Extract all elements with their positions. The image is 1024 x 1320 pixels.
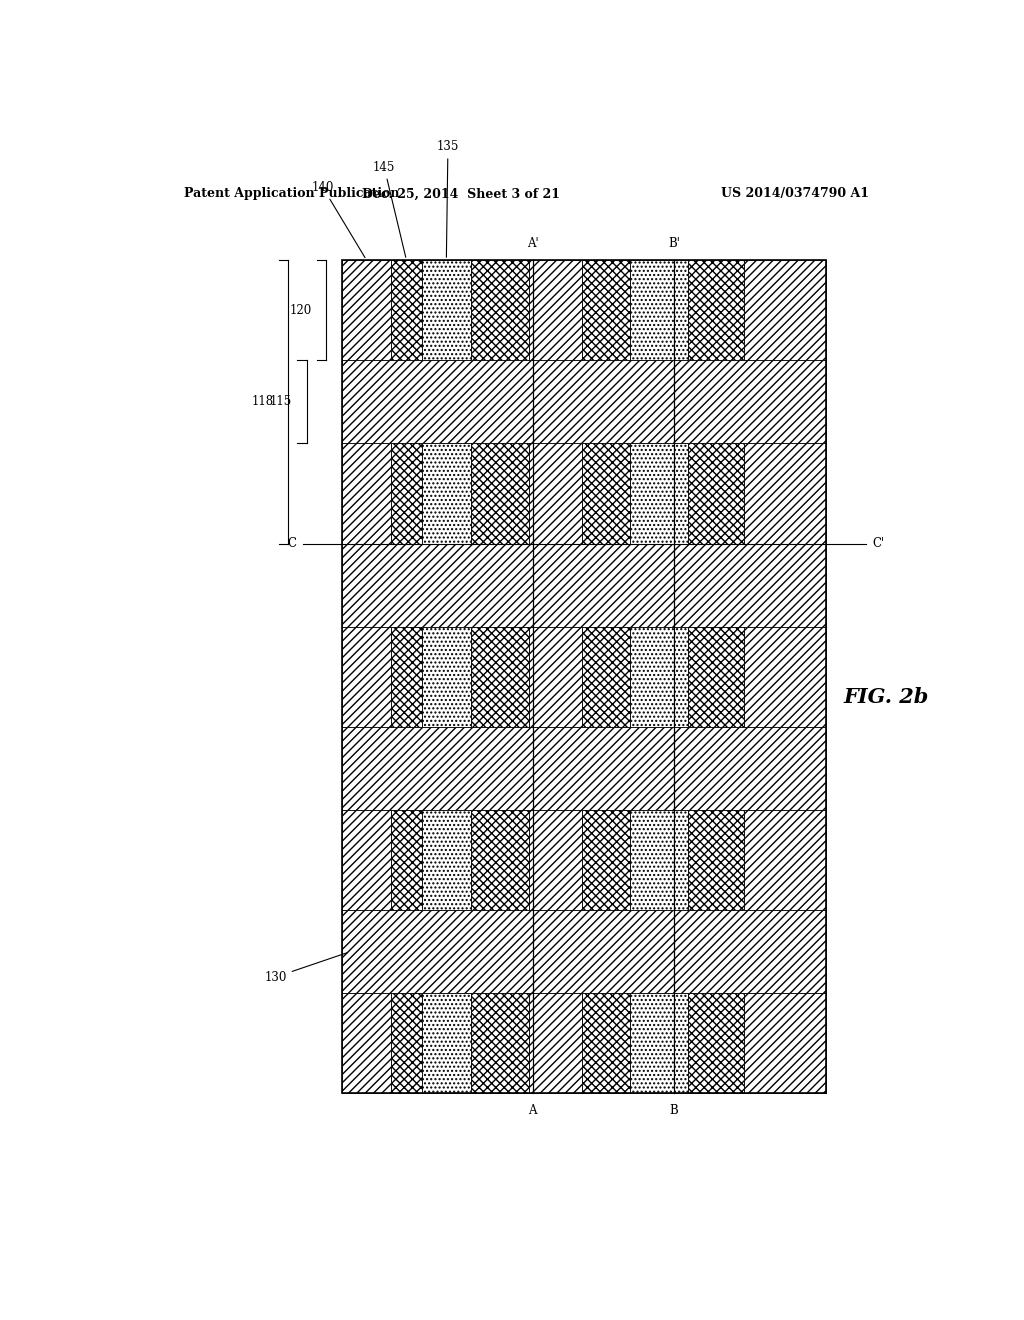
Text: US 2014/0374790 A1: US 2014/0374790 A1: [721, 187, 868, 201]
Text: 130: 130: [264, 953, 347, 983]
Bar: [582, 627, 631, 727]
Bar: [391, 993, 422, 1093]
Bar: [744, 260, 826, 360]
Bar: [688, 260, 744, 360]
Bar: [342, 627, 391, 727]
Bar: [688, 627, 744, 727]
Bar: [631, 810, 688, 911]
Bar: [631, 260, 688, 360]
Text: B': B': [668, 236, 680, 249]
Text: Patent Application Publication: Patent Application Publication: [183, 187, 399, 201]
Bar: [391, 260, 422, 360]
Bar: [342, 260, 826, 1093]
Bar: [471, 260, 528, 360]
Bar: [471, 810, 528, 911]
Bar: [744, 810, 826, 911]
Bar: [744, 993, 826, 1093]
Bar: [391, 810, 422, 911]
Bar: [631, 627, 688, 727]
Bar: [471, 444, 528, 544]
Bar: [471, 993, 528, 1093]
Text: Dec. 25, 2014  Sheet 3 of 21: Dec. 25, 2014 Sheet 3 of 21: [362, 187, 560, 201]
Text: 140: 140: [311, 181, 365, 257]
Text: FIG. 2b: FIG. 2b: [843, 688, 929, 708]
Text: 145: 145: [373, 161, 406, 257]
Bar: [688, 993, 744, 1093]
Bar: [342, 360, 826, 444]
Bar: [528, 810, 582, 911]
Bar: [342, 727, 826, 810]
Bar: [391, 444, 422, 544]
Bar: [744, 627, 826, 727]
Bar: [528, 627, 582, 727]
Bar: [342, 911, 826, 993]
Bar: [631, 993, 688, 1093]
Text: 120: 120: [290, 304, 312, 317]
Bar: [688, 810, 744, 911]
Bar: [528, 444, 582, 544]
Bar: [422, 993, 471, 1093]
Bar: [342, 810, 391, 911]
Bar: [582, 993, 631, 1093]
Bar: [422, 260, 471, 360]
Bar: [582, 810, 631, 911]
Bar: [342, 444, 391, 544]
Text: 135: 135: [437, 140, 459, 257]
Text: 118: 118: [252, 396, 274, 408]
Bar: [528, 993, 582, 1093]
Bar: [422, 627, 471, 727]
Text: 115: 115: [270, 396, 292, 408]
Bar: [528, 260, 582, 360]
Bar: [342, 544, 826, 627]
Bar: [471, 627, 528, 727]
Text: C: C: [288, 537, 296, 550]
Bar: [391, 627, 422, 727]
Bar: [744, 444, 826, 544]
Bar: [582, 260, 631, 360]
Bar: [342, 260, 391, 360]
Bar: [688, 444, 744, 544]
Bar: [422, 810, 471, 911]
Text: B: B: [670, 1104, 678, 1117]
Bar: [342, 993, 391, 1093]
Bar: [422, 444, 471, 544]
Bar: [631, 444, 688, 544]
Text: A: A: [528, 1104, 537, 1117]
Text: C': C': [872, 537, 885, 550]
Bar: [582, 444, 631, 544]
Text: A': A': [526, 236, 539, 249]
